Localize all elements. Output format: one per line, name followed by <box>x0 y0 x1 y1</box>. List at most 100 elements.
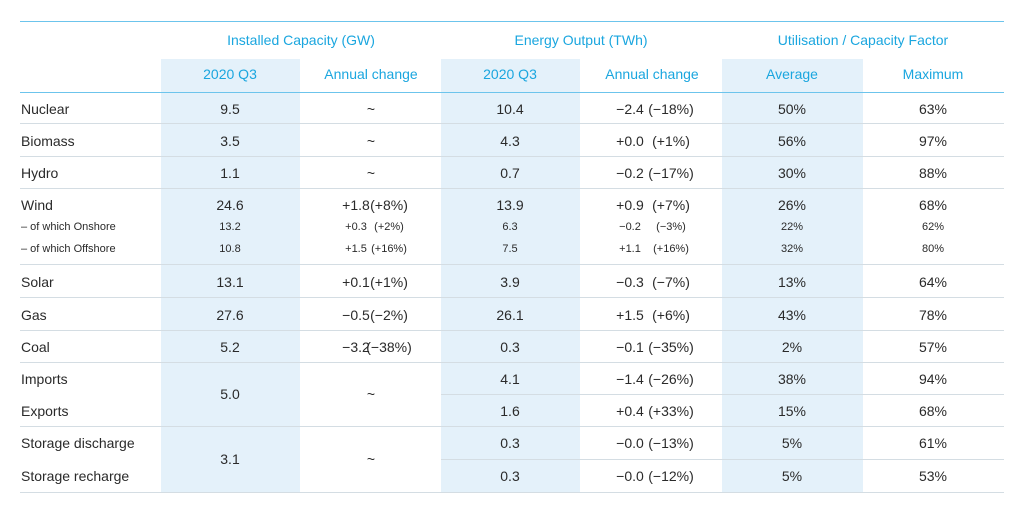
cell-average: 5% <box>781 435 803 451</box>
cell-cap-change: ~ <box>366 133 376 149</box>
cell-cap-change: +0.3 <box>345 221 367 233</box>
cell-cap-change: +0.1 <box>342 274 370 290</box>
cell-out-change-pct: (−26%) <box>648 371 694 387</box>
highlight-cap-q3 <box>161 59 300 492</box>
cell-average: 2% <box>781 339 803 355</box>
cell-maximum: 53% <box>918 468 948 484</box>
subheader-out-change: Annual change <box>605 66 699 82</box>
cell-cap-change-pct: (−38%) <box>366 339 412 355</box>
cell-cap-q3: 10.8 <box>219 243 241 255</box>
cell-out-change: −1.4 <box>616 371 644 387</box>
cell-out-change: +1.1 <box>619 243 641 255</box>
cell-out-q3: 6.3 <box>502 221 518 233</box>
cell-cap-change-pct: (+8%) <box>370 197 408 213</box>
cell-out-change: −0.0 <box>616 468 644 484</box>
cell-average: 38% <box>777 371 807 387</box>
row-label: Wind <box>21 197 53 213</box>
row-divider-partial <box>441 394 1004 395</box>
cell-cap-change: +1.8 <box>342 197 370 213</box>
cell-average: 50% <box>777 101 807 117</box>
cell-out-change: −0.2 <box>616 165 644 181</box>
cell-average: 43% <box>777 307 807 323</box>
cell-cap-q3: 13.2 <box>219 221 241 233</box>
cell-out-q3: 0.3 <box>500 435 520 451</box>
cell-maximum: 97% <box>918 133 948 149</box>
merged-interconnect-capacity: 5.0 <box>220 386 240 402</box>
cell-out-change: +1.5 <box>616 307 644 323</box>
cell-out-q3: 4.1 <box>500 371 520 387</box>
cell-average: 22% <box>780 221 804 233</box>
bottom-rule <box>20 492 1004 493</box>
cell-out-q3: 7.5 <box>502 243 518 255</box>
subheader-maximum: Maximum <box>902 66 964 82</box>
cell-out-q3: 0.3 <box>500 468 520 484</box>
subheader-cap-q3: 2020 Q3 <box>203 66 257 82</box>
cell-cap-change: ~ <box>366 101 376 117</box>
row-label: Nuclear <box>21 101 70 117</box>
row-divider-partial <box>441 459 1004 460</box>
cell-out-q3: 0.7 <box>500 165 520 181</box>
row-label: – of which Offshore <box>21 243 116 255</box>
cell-out-change: −0.2 <box>619 221 641 233</box>
cell-out-q3: 10.4 <box>496 101 524 117</box>
cell-out-change-pct: (−3%) <box>656 221 686 233</box>
cell-cap-q3: 5.2 <box>220 339 240 355</box>
highlight-out-q3 <box>441 59 580 492</box>
cell-cap-change: ~ <box>366 165 376 181</box>
cell-cap-q3: 3.5 <box>220 133 240 149</box>
merged-interconnect-change: ~ <box>366 386 376 402</box>
cell-cap-q3: 9.5 <box>220 101 240 117</box>
cell-out-change: −0.1 <box>616 339 644 355</box>
cell-maximum: 57% <box>918 339 948 355</box>
cell-out-change: +0.4 <box>616 403 644 419</box>
row-label: Coal <box>21 339 50 355</box>
group-header-output: Energy Output (TWh) <box>514 32 648 48</box>
cell-cap-change-pct: (+1%) <box>370 274 408 290</box>
cell-out-q3: 13.9 <box>496 197 524 213</box>
cell-out-change: +0.0 <box>616 133 644 149</box>
row-label: Solar <box>21 274 54 290</box>
cell-cap-change: −3.2 <box>342 339 370 355</box>
row-label: Gas <box>21 307 47 323</box>
cell-average: 32% <box>780 243 804 255</box>
row-label: Hydro <box>21 165 59 181</box>
cell-out-change: −2.4 <box>616 101 644 117</box>
cell-out-change: +0.9 <box>616 197 644 213</box>
cell-average: 15% <box>777 403 807 419</box>
cell-cap-q3: 13.1 <box>216 274 244 290</box>
row-label: Imports <box>21 371 68 387</box>
cell-out-change-pct: (+1%) <box>652 133 690 149</box>
row-label: Exports <box>21 403 69 419</box>
cell-out-change: −0.3 <box>616 274 644 290</box>
row-divider <box>20 362 1004 363</box>
top-rule <box>20 21 1004 22</box>
cell-cap-q3: 24.6 <box>216 197 244 213</box>
group-header-capacity: Installed Capacity (GW) <box>227 32 375 48</box>
cell-out-change-pct: (−17%) <box>648 165 694 181</box>
cell-out-q3: 26.1 <box>496 307 524 323</box>
merged-storage-capacity: 3.1 <box>220 451 240 467</box>
cell-maximum: 61% <box>918 435 948 451</box>
cell-average: 5% <box>781 468 803 484</box>
row-label: – of which Onshore <box>21 221 116 233</box>
cell-out-change-pct: (+33%) <box>648 403 694 419</box>
cell-out-change-pct: (−18%) <box>648 101 694 117</box>
cell-out-change-pct: (+7%) <box>652 197 690 213</box>
cell-maximum: 62% <box>921 221 945 233</box>
cell-maximum: 94% <box>918 371 948 387</box>
cell-maximum: 88% <box>918 165 948 181</box>
cell-average: 30% <box>777 165 807 181</box>
cell-cap-change-pct: (+16%) <box>371 243 407 255</box>
cell-cap-change: −0.5 <box>342 307 370 323</box>
cell-maximum: 80% <box>921 243 945 255</box>
cell-out-change-pct: (−13%) <box>648 435 694 451</box>
cell-out-change-pct: (−12%) <box>648 468 694 484</box>
cell-out-q3: 1.6 <box>500 403 520 419</box>
cell-cap-change: +1.5 <box>345 243 367 255</box>
cell-cap-q3: 1.1 <box>220 165 240 181</box>
row-label: Biomass <box>21 133 75 149</box>
cell-maximum: 78% <box>918 307 948 323</box>
cell-maximum: 68% <box>918 403 948 419</box>
row-divider <box>20 156 1004 157</box>
row-divider <box>20 426 1004 427</box>
